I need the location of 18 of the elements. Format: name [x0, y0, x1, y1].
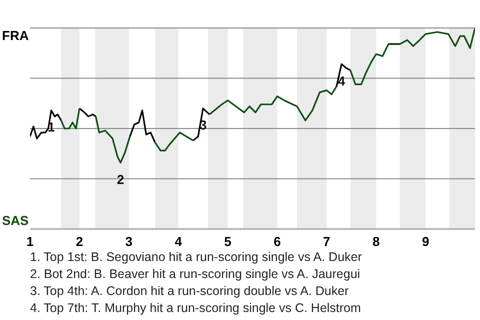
x-tick-label: 2 — [76, 234, 84, 250]
annotation: 4 — [338, 73, 346, 88]
text: 3. Top 4th: A. Cordon hit a run-scoring double vs A. Duker — [30, 283, 350, 300]
x-tick-label: 4 — [174, 234, 183, 250]
x-tick-label: 1 — [26, 234, 34, 250]
text: 2. Bot 2nd: B. Beaver hit a run-scoring single vs A. Jauregui — [30, 266, 362, 283]
text: 4. Top 7th: T. Murphy hit a run-scoring single vs C. Helstrom — [30, 300, 362, 317]
x-tick-label: 9 — [422, 234, 430, 250]
annotation: 2 — [116, 172, 124, 187]
x-tick-label: 5 — [224, 234, 232, 250]
x-tick-label: 7 — [323, 234, 330, 250]
annotation: 1 — [48, 120, 55, 135]
x-tick-label: 3 — [125, 234, 133, 250]
text: 1. Top 1st: B. Segoviano hit a run-scoring single vs A. Duker — [30, 249, 362, 266]
x-tick-label: 6 — [274, 234, 281, 250]
text: SAS — [2, 213, 29, 228]
text: FRA — [2, 28, 29, 43]
x-tick-label: 8 — [372, 234, 380, 250]
